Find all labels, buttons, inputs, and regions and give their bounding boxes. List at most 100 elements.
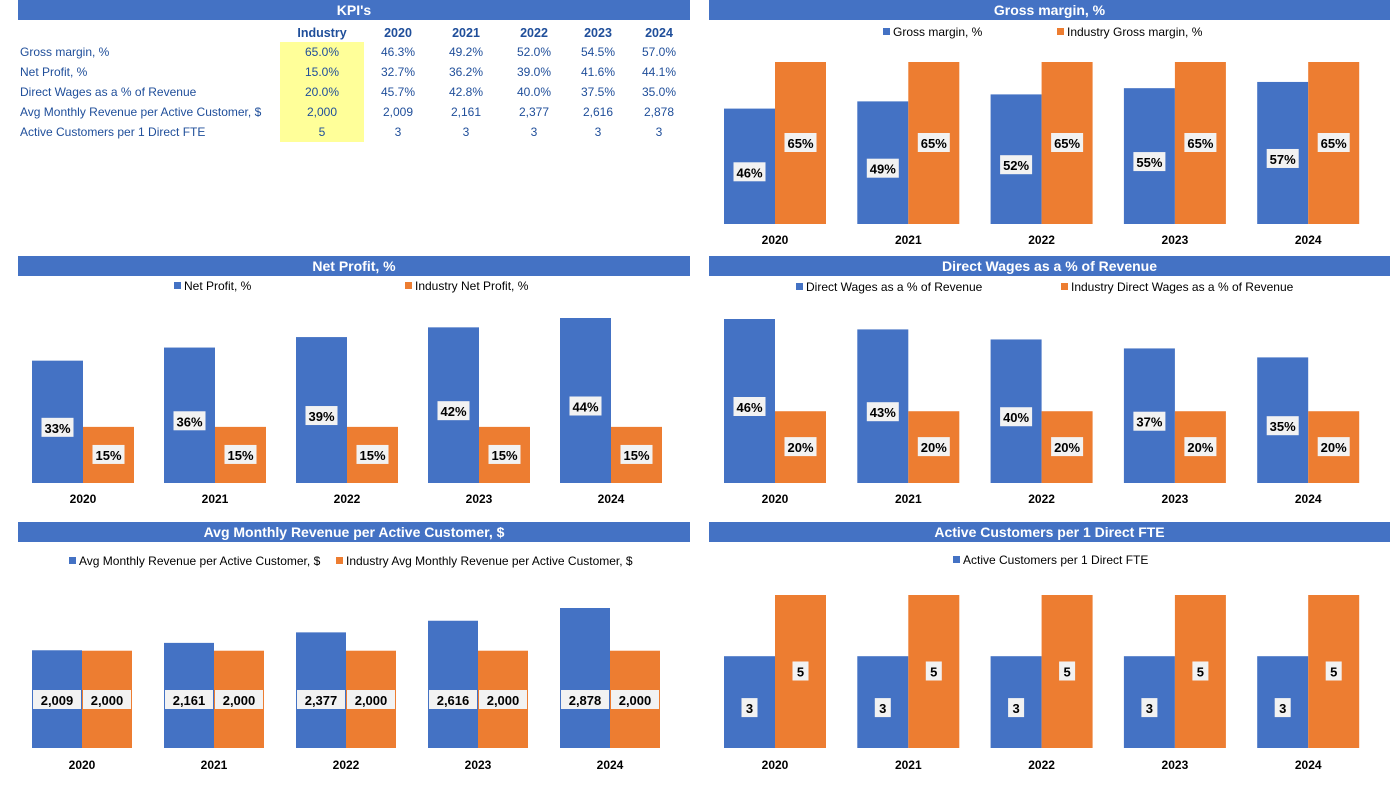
x-tick-label: 2024 <box>1295 233 1322 247</box>
kpi-cell[interactable]: 3 <box>594 125 602 139</box>
data-label: 3 <box>746 701 753 716</box>
x-tick-label: 2023 <box>1162 758 1189 772</box>
data-label: 2,009 <box>41 693 74 708</box>
data-label: 5 <box>797 665 804 680</box>
kpi-cell[interactable]: 41.6% <box>580 65 616 79</box>
kpi-cell[interactable]: 3 <box>394 125 402 139</box>
data-label: 3 <box>879 701 886 716</box>
x-tick-label: 2022 <box>1028 758 1055 772</box>
data-label: 5 <box>930 665 937 680</box>
kpi-cell[interactable]: 2,377 <box>518 105 550 119</box>
data-label-bg <box>733 397 766 416</box>
kpi-cell[interactable]: 46.3% <box>380 45 416 59</box>
legend-label: Avg Monthly Revenue per Active Customer,… <box>79 554 321 568</box>
kpi-cell[interactable]: 2,616 <box>582 105 614 119</box>
kpi-col-header: 2021 <box>452 26 480 40</box>
data-label: 52% <box>1003 158 1029 173</box>
x-tick-label: 2022 <box>1028 233 1055 247</box>
x-tick-label: 2022 <box>334 492 361 506</box>
chart-avg-monthly-revenue: Avg Monthly Revenue per Active Customer,… <box>18 522 690 784</box>
data-label-bg <box>41 417 74 437</box>
kpi-cell[interactable]: 32.7% <box>380 65 416 79</box>
kpi-cell[interactable]: 45.7% <box>380 85 416 99</box>
data-label-bg <box>569 396 602 416</box>
legend-swatch <box>336 557 343 564</box>
kpi-cell[interactable]: 57.0% <box>641 45 677 59</box>
kpi-cell[interactable]: 3 <box>462 125 470 139</box>
x-tick-label: 2020 <box>762 233 789 247</box>
x-tick-label: 2023 <box>1162 492 1189 506</box>
kpi-cell[interactable]: 2,878 <box>643 105 675 119</box>
kpi-row: Direct Wages as a % of Revenue 20.0% 45.… <box>18 82 690 102</box>
data-label: 2,000 <box>619 693 652 708</box>
kpi-cell[interactable]: 36.2% <box>448 65 484 79</box>
kpi-col-header: 2022 <box>520 26 548 40</box>
chart-svg: Direct Wages as a % of Revenue Industry D… <box>724 280 1360 506</box>
chart-active-customers: Active Customers per 1 Direct FTE Active… <box>709 522 1390 784</box>
data-label: 2,377 <box>305 693 338 708</box>
x-tick-label: 2023 <box>465 758 492 772</box>
x-tick-label: 2023 <box>1162 233 1189 247</box>
kpi-cell[interactable]: 52.0% <box>516 45 552 59</box>
kpi-cell[interactable]: 3 <box>655 125 663 139</box>
x-tick-label: 2020 <box>70 492 97 506</box>
data-label: 42% <box>440 404 466 419</box>
kpi-cell[interactable]: 2,009 <box>382 105 414 119</box>
data-label-bg <box>92 444 125 464</box>
x-tick-label: 2024 <box>1295 492 1322 506</box>
kpi-cell[interactable]: 2,161 <box>450 105 482 119</box>
data-label-bg <box>866 402 899 422</box>
data-label: 3 <box>1012 701 1019 716</box>
kpi-cell-industry[interactable]: 65.0% <box>280 42 364 62</box>
data-label-bg <box>1266 148 1299 168</box>
data-label-bg <box>1325 661 1342 681</box>
data-label-bg <box>1192 661 1209 681</box>
kpi-row: Net Profit, % 15.0% 32.7% 36.2% 39.0% 41… <box>18 62 690 82</box>
data-label: 15% <box>491 448 517 463</box>
x-tick-label: 2021 <box>895 492 922 506</box>
data-label: 65% <box>1187 136 1213 151</box>
kpi-cell[interactable]: 37.5% <box>580 85 616 99</box>
data-label-bg <box>165 690 213 709</box>
chart-header: Gross margin, % <box>709 0 1390 20</box>
data-label-bg <box>1133 152 1166 172</box>
data-label-bg <box>429 690 477 709</box>
data-label-bg <box>1000 155 1033 175</box>
data-label-bg <box>925 661 942 681</box>
legend-label: Industry Gross margin, % <box>1067 25 1203 39</box>
chart-svg: Net Profit, % Industry Net Profit, % 33% 15… <box>32 279 662 506</box>
data-label: 36% <box>176 414 202 429</box>
chart-svg: Gross margin, % Industry Gross margin, % 4… <box>724 25 1360 247</box>
bar-company <box>428 620 478 748</box>
kpi-cell-industry[interactable]: 5 <box>280 122 364 142</box>
kpi-cell[interactable]: 35.0% <box>641 85 677 99</box>
data-label-bg <box>83 690 131 709</box>
kpi-cell[interactable]: 42.8% <box>448 85 484 99</box>
kpi-col-header: 2020 <box>384 26 412 40</box>
data-label: 37% <box>1136 415 1162 430</box>
chart-header: Direct Wages as a % of Revenue <box>709 256 1390 276</box>
data-label: 20% <box>1187 440 1213 455</box>
kpi-cell[interactable]: 3 <box>530 125 538 139</box>
legend-swatch <box>174 282 181 289</box>
legend-label: Gross margin, % <box>893 25 983 39</box>
data-label-bg <box>1051 437 1084 457</box>
x-tick-label: 2023 <box>466 492 493 506</box>
kpi-cell[interactable]: 39.0% <box>516 65 552 79</box>
legend: Avg Monthly Revenue per Active Customer,… <box>69 554 633 568</box>
kpi-cell-industry[interactable]: 20.0% <box>280 82 364 102</box>
data-label: 20% <box>1321 440 1347 455</box>
data-label-bg <box>1008 698 1025 718</box>
kpi-cell[interactable]: 54.5% <box>580 45 616 59</box>
data-label: 39% <box>308 409 334 424</box>
data-label: 40% <box>1003 410 1029 425</box>
data-label-bg <box>1051 133 1084 152</box>
data-label-bg <box>488 444 521 464</box>
kpi-cell[interactable]: 49.2% <box>448 45 484 59</box>
kpi-cell[interactable]: 44.1% <box>641 65 677 79</box>
kpi-cell[interactable]: 40.0% <box>516 85 552 99</box>
kpi-cell-industry[interactable]: 2,000 <box>280 102 364 122</box>
kpi-cell-industry[interactable]: 15.0% <box>280 62 364 82</box>
data-label-bg <box>1266 416 1299 436</box>
x-tick-label: 2020 <box>762 758 789 772</box>
